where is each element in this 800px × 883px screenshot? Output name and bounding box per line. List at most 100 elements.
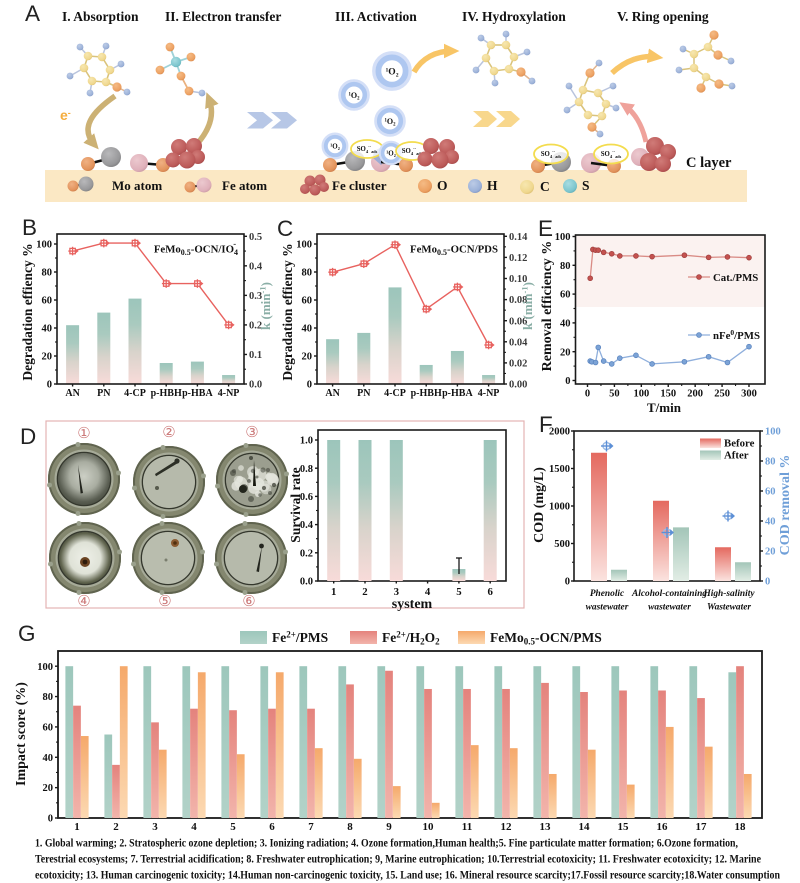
- svg-text:60: 60: [560, 290, 571, 301]
- svg-text:40: 40: [560, 319, 571, 330]
- svg-text:4-CP: 4-CP: [124, 388, 146, 399]
- svg-text:60: 60: [765, 487, 776, 498]
- svg-text:0.06: 0.06: [509, 316, 527, 327]
- svg-text:0.6: 0.6: [300, 492, 313, 503]
- svg-text:1: 1: [74, 821, 80, 833]
- svg-text:3: 3: [394, 586, 400, 598]
- svg-text:1O2: 1O2: [348, 91, 360, 102]
- svg-text:C: C: [277, 216, 293, 241]
- svg-text:100: 100: [36, 240, 52, 251]
- svg-text:20: 20: [560, 347, 571, 358]
- svg-text:④: ④: [77, 594, 90, 610]
- svg-text:20: 20: [43, 783, 54, 794]
- svg-text:Mo atom: Mo atom: [112, 178, 162, 193]
- svg-text:20: 20: [765, 547, 776, 558]
- svg-text:C: C: [540, 179, 550, 194]
- svg-text:0: 0: [307, 380, 312, 391]
- svg-text:k (min-1): k (min-1): [520, 282, 536, 330]
- svg-text:Alcohol-containing: Alcohol-containing: [631, 589, 707, 599]
- svg-text:17: 17: [696, 821, 708, 833]
- svg-text:A: A: [25, 1, 40, 26]
- svg-text:COD removal %: COD removal %: [778, 455, 793, 556]
- svg-text:After: After: [724, 450, 749, 462]
- svg-text:15: 15: [618, 821, 630, 833]
- svg-text:0.12: 0.12: [509, 253, 527, 264]
- svg-text:1O2: 1O2: [384, 117, 396, 128]
- svg-text:PN: PN: [357, 388, 371, 399]
- svg-text:4-CP: 4-CP: [384, 388, 406, 399]
- svg-text:13: 13: [540, 821, 552, 833]
- svg-text:O: O: [437, 178, 448, 193]
- svg-text:Removal efficiency %: Removal efficiency %: [540, 241, 555, 372]
- svg-text:High-salinity: High-salinity: [702, 589, 755, 599]
- svg-text:F: F: [539, 412, 553, 437]
- svg-text:20: 20: [42, 352, 53, 363]
- svg-text:p-HBA: p-HBA: [442, 388, 473, 399]
- svg-text:14: 14: [579, 821, 591, 833]
- svg-text:1: 1: [331, 586, 336, 598]
- svg-text:SO4·-ads: SO4·-ads: [601, 149, 622, 160]
- svg-text:Impact score (%): Impact score (%): [14, 682, 29, 786]
- svg-text:7: 7: [308, 821, 314, 833]
- svg-text:Fe2+/H2O2: Fe2+/H2O2: [382, 630, 440, 647]
- svg-text:wastewater: wastewater: [586, 603, 629, 613]
- svg-text:0.0: 0.0: [249, 380, 262, 391]
- svg-text:0.2: 0.2: [300, 548, 313, 559]
- svg-text:1500: 1500: [549, 464, 570, 475]
- svg-text:S: S: [582, 178, 590, 193]
- svg-text:80: 80: [560, 261, 571, 272]
- svg-text:IV. Hydroxylation: IV. Hydroxylation: [462, 9, 566, 24]
- svg-text:100: 100: [555, 232, 571, 243]
- svg-text:nFe0/PMS: nFe0/PMS: [713, 328, 760, 342]
- svg-text:100: 100: [296, 240, 312, 251]
- svg-text:E: E: [538, 216, 553, 241]
- svg-text:Wastewater: Wastewater: [707, 603, 751, 613]
- svg-text:⑥: ⑥: [242, 594, 255, 610]
- svg-text:0.10: 0.10: [509, 274, 527, 285]
- svg-text:80: 80: [302, 268, 313, 279]
- svg-text:100: 100: [37, 662, 53, 673]
- svg-text:0.0: 0.0: [300, 577, 313, 588]
- svg-text:250: 250: [714, 389, 730, 400]
- svg-text:1O2: 1O2: [385, 67, 398, 78]
- svg-text:PN: PN: [97, 388, 111, 399]
- svg-text:50: 50: [609, 389, 620, 400]
- svg-text:60: 60: [42, 296, 53, 307]
- svg-text:0.02: 0.02: [509, 359, 527, 370]
- svg-text:p-HBH: p-HBH: [411, 388, 442, 399]
- svg-text:Cat./PMS: Cat./PMS: [713, 272, 758, 284]
- svg-text:3: 3: [152, 821, 158, 833]
- svg-text:40: 40: [43, 753, 54, 764]
- svg-text:0.2: 0.2: [249, 321, 262, 332]
- svg-text:40: 40: [302, 324, 313, 335]
- svg-text:Degradation effiency %: Degradation effiency %: [20, 243, 35, 380]
- svg-text:4-NP: 4-NP: [478, 388, 500, 399]
- svg-text:III. Activation: III. Activation: [335, 9, 417, 24]
- svg-text:0: 0: [565, 577, 570, 588]
- svg-text:0.14: 0.14: [509, 232, 528, 243]
- svg-text:0.08: 0.08: [509, 295, 527, 306]
- svg-text:0: 0: [765, 577, 770, 588]
- svg-text:wastewater: wastewater: [648, 603, 691, 613]
- svg-text:0: 0: [585, 389, 590, 400]
- svg-text:⑤: ⑤: [158, 594, 171, 610]
- svg-text:150: 150: [660, 389, 676, 400]
- svg-text:V. Ring opening: V. Ring opening: [617, 9, 709, 24]
- svg-text:9: 9: [386, 821, 392, 833]
- svg-text:0: 0: [48, 814, 53, 825]
- svg-text:100: 100: [633, 389, 649, 400]
- svg-text:p-HBA: p-HBA: [182, 388, 213, 399]
- svg-text:Degradation effiency %: Degradation effiency %: [280, 243, 295, 380]
- svg-text:SO4·-ads: SO4·-ads: [541, 149, 562, 160]
- svg-text:Phenolic: Phenolic: [590, 589, 625, 599]
- svg-text:0.04: 0.04: [509, 337, 528, 348]
- svg-text:SO4·-ads: SO4·-ads: [357, 144, 378, 155]
- svg-text:6: 6: [487, 586, 493, 598]
- svg-text:100: 100: [765, 427, 781, 438]
- svg-text:80: 80: [765, 457, 776, 468]
- svg-text:Fe atom: Fe atom: [222, 178, 267, 193]
- svg-text:60: 60: [43, 723, 54, 734]
- svg-text:FeMo0.5-OCN/IO4-: FeMo0.5-OCN/IO4-: [154, 239, 238, 258]
- svg-text:H: H: [487, 178, 498, 193]
- svg-text:10: 10: [423, 821, 435, 833]
